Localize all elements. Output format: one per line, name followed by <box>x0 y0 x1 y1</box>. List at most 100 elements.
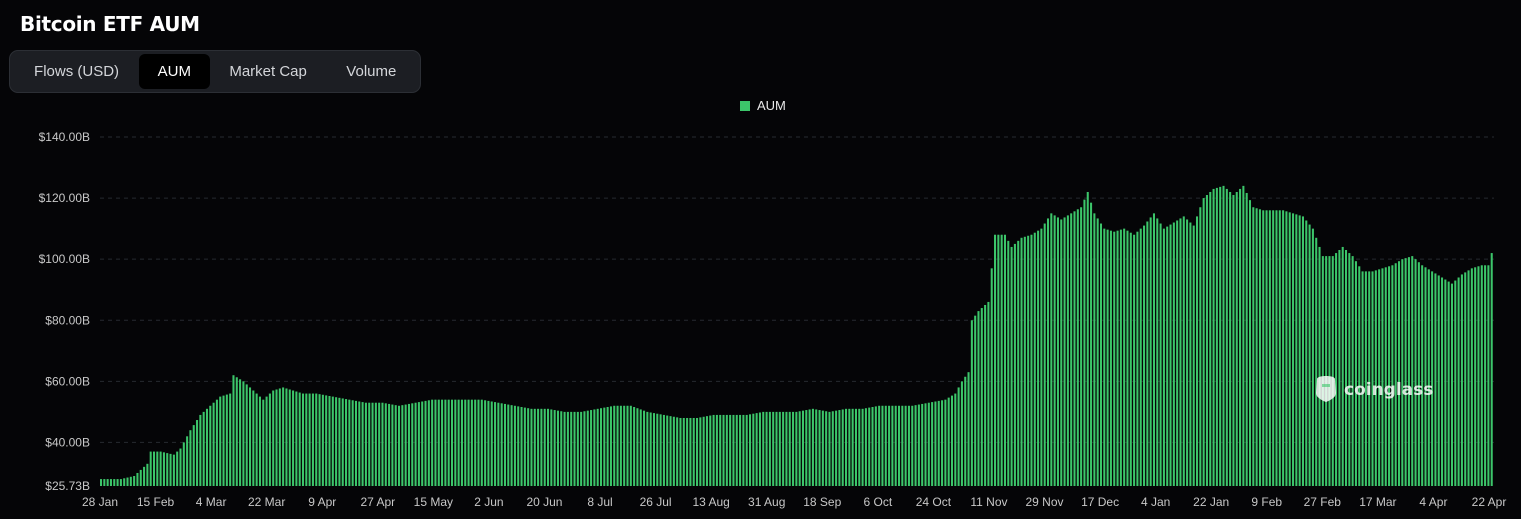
aum-bar[interactable] <box>494 402 497 486</box>
aum-bar[interactable] <box>788 411 791 486</box>
tab-aum[interactable]: AUM <box>139 54 210 89</box>
aum-bar[interactable] <box>662 414 665 486</box>
aum-bar[interactable] <box>490 401 493 486</box>
aum-bar[interactable] <box>1321 256 1324 486</box>
aum-bar[interactable] <box>990 268 993 486</box>
aum-bar[interactable] <box>1090 202 1093 486</box>
aum-bar[interactable] <box>186 436 189 486</box>
aum-bar[interactable] <box>543 408 546 486</box>
aum-bar[interactable] <box>301 393 305 486</box>
aum-bar[interactable] <box>1070 213 1073 486</box>
aum-bar[interactable] <box>1298 215 1301 486</box>
aum-bar[interactable] <box>507 404 510 486</box>
aum-bar[interactable] <box>345 399 348 486</box>
aum-bar[interactable] <box>944 399 947 486</box>
aum-bar[interactable] <box>288 389 291 486</box>
aum-bar[interactable] <box>1186 219 1189 486</box>
aum-bar[interactable] <box>1325 256 1328 486</box>
aum-bar[interactable] <box>520 406 523 486</box>
aum-bar[interactable] <box>205 408 209 486</box>
aum-bar[interactable] <box>1126 230 1129 486</box>
aum-bar[interactable] <box>947 397 950 486</box>
aum-bar[interactable] <box>1305 220 1308 487</box>
aum-bar[interactable] <box>1133 234 1136 486</box>
aum-bar[interactable] <box>646 411 649 486</box>
aum-bar[interactable] <box>891 405 894 486</box>
aum-bar[interactable] <box>1338 250 1341 486</box>
aum-bar[interactable] <box>388 403 391 486</box>
aum-bar[interactable] <box>1255 208 1258 486</box>
aum-bar[interactable] <box>239 379 242 486</box>
aum-bar[interactable] <box>818 410 821 486</box>
aum-bar[interactable] <box>1457 277 1460 486</box>
aum-bar[interactable] <box>470 399 473 486</box>
aum-bar[interactable] <box>831 411 834 486</box>
aum-bar[interactable] <box>500 403 503 486</box>
aum-bar[interactable] <box>242 381 245 486</box>
aum-bar[interactable] <box>1099 223 1103 486</box>
aum-bar[interactable] <box>914 405 917 486</box>
aum-bar[interactable] <box>540 408 543 486</box>
aum-bar[interactable] <box>434 399 437 486</box>
aum-bar[interactable] <box>1192 225 1195 486</box>
aum-bar[interactable] <box>1467 270 1470 486</box>
aum-bar[interactable] <box>1434 273 1437 486</box>
aum-bar[interactable] <box>215 399 218 486</box>
aum-bar[interactable] <box>1086 191 1089 487</box>
aum-bar[interactable] <box>606 406 609 486</box>
aum-bar[interactable] <box>609 406 612 486</box>
aum-bar[interactable] <box>1470 268 1473 486</box>
aum-bar[interactable] <box>262 399 265 486</box>
aum-bar[interactable] <box>553 410 556 486</box>
aum-bar[interactable] <box>189 430 192 486</box>
aum-bar[interactable] <box>705 416 708 486</box>
aum-bar[interactable] <box>1252 207 1255 486</box>
aum-bar[interactable] <box>255 393 258 486</box>
aum-bar[interactable] <box>285 388 288 486</box>
aum-bar[interactable] <box>593 409 596 486</box>
aum-bar[interactable] <box>305 393 308 486</box>
aum-bar[interactable] <box>838 410 841 486</box>
aum-bar[interactable] <box>619 405 622 486</box>
aum-bar[interactable] <box>1480 265 1483 486</box>
aum-bar[interactable] <box>447 399 450 486</box>
aum-bar[interactable] <box>1080 207 1083 486</box>
aum-bar[interactable] <box>1278 210 1281 487</box>
aum-bar[interactable] <box>1083 199 1086 487</box>
aum-bar[interactable] <box>626 405 629 486</box>
aum-bar[interactable] <box>659 414 662 486</box>
aum-bar[interactable] <box>845 408 848 486</box>
aum-bar[interactable] <box>487 400 490 486</box>
aum-bar[interactable] <box>1162 228 1165 486</box>
aum-bar[interactable] <box>874 406 877 486</box>
aum-bar[interactable] <box>212 402 215 486</box>
legend[interactable]: AUM <box>740 98 786 113</box>
aum-bar[interactable] <box>149 451 152 486</box>
aum-bar[interactable] <box>851 408 854 486</box>
aum-bar[interactable] <box>937 400 940 486</box>
aum-bar[interactable] <box>199 414 202 486</box>
aum-bar[interactable] <box>748 414 752 486</box>
aum-bar[interactable] <box>298 392 301 486</box>
aum-bar[interactable] <box>321 394 324 486</box>
aum-bar[interactable] <box>957 387 960 486</box>
aum-bar[interactable] <box>811 408 814 486</box>
aum-bar[interactable] <box>1262 210 1265 487</box>
aum-bar[interactable] <box>517 406 520 486</box>
aum-bar[interactable] <box>778 411 781 486</box>
aum-bar[interactable] <box>792 411 795 486</box>
aum-bar[interactable] <box>172 454 175 486</box>
aum-bar[interactable] <box>381 402 384 486</box>
aum-bar[interactable] <box>341 398 344 486</box>
aum-bar[interactable] <box>636 408 639 486</box>
aum-bar[interactable] <box>745 414 748 486</box>
aum-bar[interactable] <box>1245 192 1248 487</box>
aum-bar[interactable] <box>997 234 1000 486</box>
aum-bar[interactable] <box>235 377 238 486</box>
aum-bar[interactable] <box>1384 267 1387 486</box>
aum-bar[interactable] <box>424 400 427 486</box>
aum-bar[interactable] <box>407 403 410 486</box>
aum-bar[interactable] <box>901 405 904 486</box>
aum-bar[interactable] <box>1013 243 1016 486</box>
aum-bar[interactable] <box>1020 237 1023 486</box>
